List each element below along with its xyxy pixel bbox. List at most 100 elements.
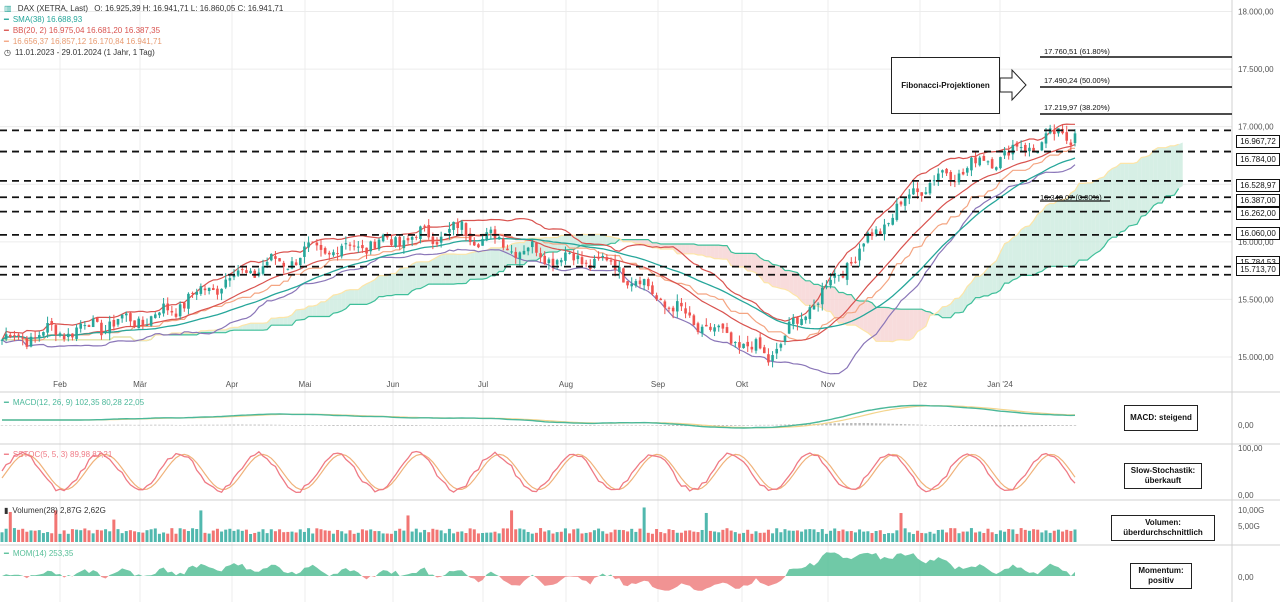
volume-bar bbox=[352, 533, 356, 542]
volume-bar bbox=[133, 531, 137, 542]
macd-histogram-bar bbox=[821, 423, 824, 426]
volume-bar bbox=[700, 529, 704, 542]
ichimoku-cloud-segment bbox=[594, 234, 599, 246]
ichimoku-cloud-segment bbox=[408, 264, 413, 295]
ichimoku-cloud-segment bbox=[1054, 199, 1059, 267]
fib-label-382: 17.219,97 (38.20%) bbox=[1044, 103, 1110, 112]
macd-histogram-bar bbox=[241, 424, 244, 426]
volume-bar bbox=[526, 531, 530, 542]
candle-body bbox=[245, 270, 248, 273]
ichimoku-cloud-segment bbox=[876, 307, 881, 342]
ichimoku-cloud-segment bbox=[909, 309, 914, 341]
ichimoku-cloud-segment bbox=[362, 283, 367, 305]
candle-body bbox=[796, 317, 799, 324]
volume-bar bbox=[684, 530, 688, 542]
volume-bar bbox=[79, 530, 83, 542]
volume-bar bbox=[398, 528, 402, 542]
ichimoku-cloud-segment bbox=[267, 318, 272, 330]
candle-body bbox=[700, 326, 704, 334]
macd-histogram-bar bbox=[506, 425, 509, 426]
volume-bar bbox=[758, 532, 762, 542]
candle-body bbox=[630, 283, 634, 287]
macd-histogram-bar bbox=[990, 425, 994, 427]
macd-histogram-bar bbox=[667, 425, 671, 426]
volume-bar bbox=[617, 529, 621, 542]
macd-histogram-bar bbox=[133, 424, 136, 426]
ichimoku-cloud-segment bbox=[979, 272, 984, 298]
candle-body bbox=[709, 326, 712, 330]
macd-histogram-bar bbox=[966, 425, 969, 427]
ichimoku-cloud-segment bbox=[905, 309, 910, 341]
ichimoku-cloud-segment bbox=[387, 273, 392, 296]
ichimoku-cloud-segment bbox=[785, 270, 790, 292]
macd-histogram-bar bbox=[257, 424, 261, 426]
ichimoku-cloud-segment bbox=[582, 234, 587, 246]
candle-body bbox=[87, 325, 91, 327]
ichimoku-cloud-segment bbox=[739, 253, 744, 268]
candle-body bbox=[390, 239, 393, 245]
candle-body bbox=[141, 319, 145, 326]
volume-bar bbox=[518, 528, 522, 542]
macd-histogram-bar bbox=[456, 425, 459, 426]
ichimoku-cloud-segment bbox=[300, 308, 305, 320]
candle-body bbox=[982, 155, 986, 161]
macd-histogram-bar bbox=[622, 424, 625, 426]
ichimoku-cloud-segment bbox=[565, 235, 570, 250]
ichimoku-cloud-segment bbox=[470, 251, 475, 280]
candle-body bbox=[311, 241, 315, 243]
macd-histogram-bar bbox=[1007, 425, 1010, 427]
fib-label-0: 16.346,07 (0.00%) bbox=[1040, 193, 1102, 202]
ichimoku-cloud-segment bbox=[1033, 214, 1038, 276]
ichimoku-cloud-segment bbox=[913, 309, 918, 338]
volume-bar bbox=[228, 528, 232, 542]
ichimoku-cloud-segment bbox=[847, 294, 852, 326]
macd-histogram-bar bbox=[286, 424, 290, 426]
volume-bar bbox=[472, 529, 476, 542]
volume-bar bbox=[203, 532, 207, 542]
candle-body bbox=[427, 225, 431, 238]
volume-bar bbox=[25, 531, 29, 542]
macd-histogram-bar bbox=[957, 425, 961, 427]
candle-body bbox=[692, 315, 696, 325]
candle-body bbox=[684, 308, 687, 314]
ichimoku-cloud-segment bbox=[258, 323, 263, 331]
macd-histogram-bar bbox=[299, 425, 302, 426]
candle-body bbox=[21, 337, 25, 339]
volume-bar bbox=[12, 528, 16, 542]
candle-body bbox=[750, 346, 754, 350]
macd-histogram-bar bbox=[833, 423, 836, 426]
macd-histogram-bar bbox=[626, 424, 629, 426]
volume-bar bbox=[505, 528, 509, 542]
chart-title-row: ▥ DAX (XETRA, Last) O: 16.925,39 H: 16.9… bbox=[4, 4, 287, 14]
ichimoku-cloud-segment bbox=[246, 323, 251, 331]
ichimoku-cloud-segment bbox=[217, 329, 222, 333]
macd-histogram-bar bbox=[249, 424, 252, 426]
volume-bar bbox=[269, 529, 273, 542]
volume-bar bbox=[829, 530, 833, 542]
macd-histogram-bar bbox=[191, 424, 194, 426]
macd-histogram-bar bbox=[671, 425, 675, 426]
volume-bar bbox=[244, 529, 248, 542]
macd-histogram-bar bbox=[754, 424, 758, 426]
date-range: ◷ 11.01.2023 - 29.01.2024 (1 Jahr, 1 Tag) bbox=[4, 48, 155, 57]
volume-bar bbox=[1027, 530, 1031, 542]
macd-histogram-bar bbox=[336, 425, 339, 426]
volume-bar bbox=[729, 530, 733, 542]
stoch-tick-label: 0,00 bbox=[1238, 491, 1254, 500]
volume-bar bbox=[878, 530, 882, 542]
macd-histogram-bar bbox=[522, 425, 526, 426]
candle-body bbox=[493, 229, 497, 239]
candle-body bbox=[878, 231, 882, 235]
volume-bar bbox=[178, 528, 182, 542]
volume-bar bbox=[547, 530, 551, 542]
candle-body bbox=[622, 268, 625, 283]
volume-bar bbox=[1011, 529, 1015, 542]
ichimoku-cloud-segment bbox=[805, 280, 810, 306]
ichimoku-cloud-segment bbox=[234, 327, 239, 331]
x-tick-label: Mär bbox=[133, 380, 147, 389]
candle-body bbox=[485, 232, 489, 241]
candle-body bbox=[166, 303, 170, 311]
ichimoku-cloud-segment bbox=[702, 245, 707, 257]
macd-histogram-bar bbox=[949, 425, 952, 426]
volume-bar bbox=[907, 532, 911, 542]
